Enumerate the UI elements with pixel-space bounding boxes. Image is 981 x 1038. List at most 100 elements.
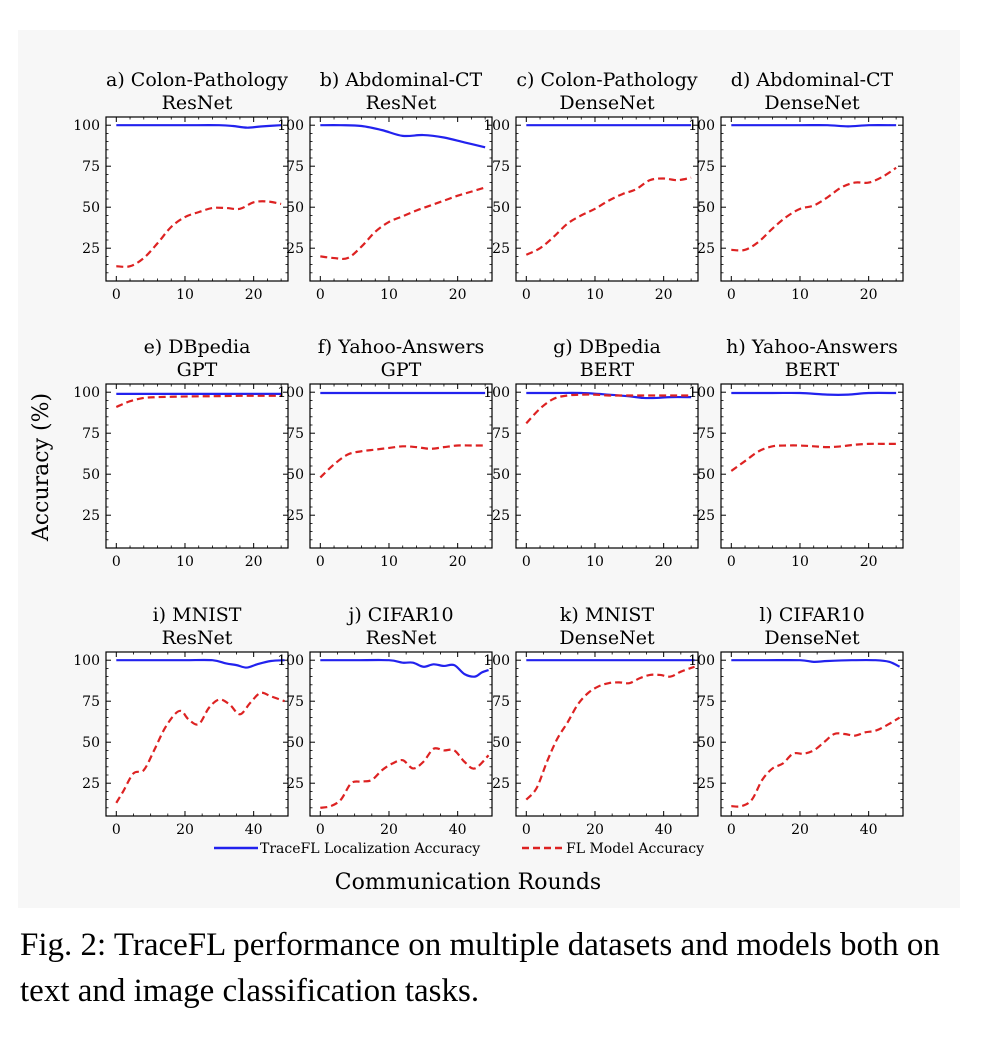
series-line-fl-model-accuracy xyxy=(115,394,282,408)
y-tick-label: 100 xyxy=(688,118,715,134)
x-tick-label: 20 xyxy=(449,287,467,303)
y-tick-label: 100 xyxy=(483,118,510,134)
panel-subtitle: ResNet xyxy=(366,92,437,114)
x-tick-label: 10 xyxy=(176,554,194,570)
panel-subtitle: DenseNet xyxy=(559,92,655,114)
x-tick-label: 0 xyxy=(112,287,121,303)
plot-frame xyxy=(720,383,904,549)
x-tick-label: 20 xyxy=(245,554,263,570)
panel-title: f) Yahoo-Answers xyxy=(318,336,484,358)
figure: a) Colon-Pathology ResNet 25 50 75 100 0 10 20 b)… xyxy=(18,30,960,908)
y-tick-label: 100 xyxy=(277,385,304,401)
panel-title: d) Abdominal-CT xyxy=(731,69,894,91)
plot-area xyxy=(516,384,698,548)
y-tick-label: 100 xyxy=(73,653,100,669)
x-tick-label: 20 xyxy=(586,822,604,838)
y-tick-label: 25 xyxy=(286,776,304,792)
y-tick-label: 75 xyxy=(82,694,100,710)
x-tick-label: 0 xyxy=(727,287,736,303)
y-tick-label: 75 xyxy=(697,159,715,175)
x-tick-label: 10 xyxy=(791,287,809,303)
series-line-fl-model-accuracy xyxy=(731,716,901,808)
series-line-tracefl-localization xyxy=(731,658,901,668)
series-line-fl-model-accuracy xyxy=(320,747,490,809)
panel-subtitle: GPT xyxy=(381,359,422,381)
plot-frame xyxy=(105,383,289,549)
y-tick-label: 25 xyxy=(82,776,100,792)
x-tick-label: 40 xyxy=(245,822,263,838)
series-line-tracefl-localization xyxy=(116,658,285,669)
y-tick-label: 75 xyxy=(492,426,510,442)
y-tick-label: 50 xyxy=(82,467,100,483)
y-tick-label: 75 xyxy=(286,159,304,175)
plot-frame xyxy=(515,116,699,282)
panel-title: g) DBpedia xyxy=(553,336,661,358)
legend-label-fl: FL Model Accuracy xyxy=(566,841,704,857)
y-tick-label: 50 xyxy=(286,467,304,483)
y-tick-label: 100 xyxy=(483,385,510,401)
panel-title: l) CIFAR10 xyxy=(759,604,864,626)
series-line-fl-model-accuracy xyxy=(116,200,282,268)
y-tick-label: 25 xyxy=(492,241,510,257)
plot-area xyxy=(516,117,698,281)
panel-title: k) MNIST xyxy=(560,604,655,626)
plot-area xyxy=(721,117,903,281)
panel-subtitle: DenseNet xyxy=(764,627,860,649)
y-tick-label: 25 xyxy=(82,508,100,524)
x-tick-label: 0 xyxy=(522,287,531,303)
x-tick-label: 0 xyxy=(522,822,531,838)
y-tick-label: 50 xyxy=(82,735,100,751)
plot-frame xyxy=(309,383,493,549)
plot-area xyxy=(106,117,288,281)
panel-subtitle: ResNet xyxy=(162,92,233,114)
x-tick-label: 0 xyxy=(727,822,736,838)
y-tick-label: 25 xyxy=(286,508,304,524)
panel-subtitle: DenseNet xyxy=(764,92,860,114)
series-line-fl-model-accuracy xyxy=(525,393,692,425)
plot-area xyxy=(106,652,288,816)
panel-title: e) DBpedia xyxy=(144,336,251,358)
x-tick-label: 0 xyxy=(316,287,325,303)
series-line-tracefl-localization xyxy=(320,124,486,149)
panel-title: h) Yahoo-Answers xyxy=(726,336,898,358)
x-tick-label: 20 xyxy=(245,287,263,303)
plot-frame xyxy=(309,651,493,817)
y-tick-label: 75 xyxy=(286,426,304,442)
y-tick-label: 50 xyxy=(286,735,304,751)
y-tick-label: 75 xyxy=(697,694,715,710)
panel-subtitle: ResNet xyxy=(162,627,233,649)
x-tick-label: 0 xyxy=(112,822,121,838)
plot-area xyxy=(721,384,903,548)
series-line-fl-model-accuracy xyxy=(525,665,695,801)
x-axis-label: Communication Rounds xyxy=(335,870,601,895)
y-tick-label: 25 xyxy=(697,508,715,524)
y-axis-label: Accuracy (%) xyxy=(29,393,54,542)
y-tick-label: 75 xyxy=(82,159,100,175)
series-line-tracefl-localization xyxy=(320,658,489,678)
panel-subtitle: ResNet xyxy=(366,627,437,649)
y-tick-label: 100 xyxy=(73,118,100,134)
x-tick-label: 20 xyxy=(791,822,809,838)
x-tick-label: 20 xyxy=(380,822,398,838)
y-tick-label: 100 xyxy=(688,653,715,669)
plot-frame xyxy=(515,651,699,817)
plot-frame xyxy=(720,116,904,282)
plot-area xyxy=(516,652,698,816)
plot-area xyxy=(310,117,492,281)
figure-caption: Fig. 2: TraceFL performance on multiple … xyxy=(20,927,940,1009)
series-line-fl-model-accuracy xyxy=(115,691,285,804)
x-tick-label: 40 xyxy=(860,822,878,838)
plot-frame xyxy=(309,116,493,282)
x-tick-label: 0 xyxy=(316,822,325,838)
plot-area xyxy=(721,652,903,816)
y-tick-label: 25 xyxy=(697,241,715,257)
x-tick-label: 10 xyxy=(176,287,194,303)
